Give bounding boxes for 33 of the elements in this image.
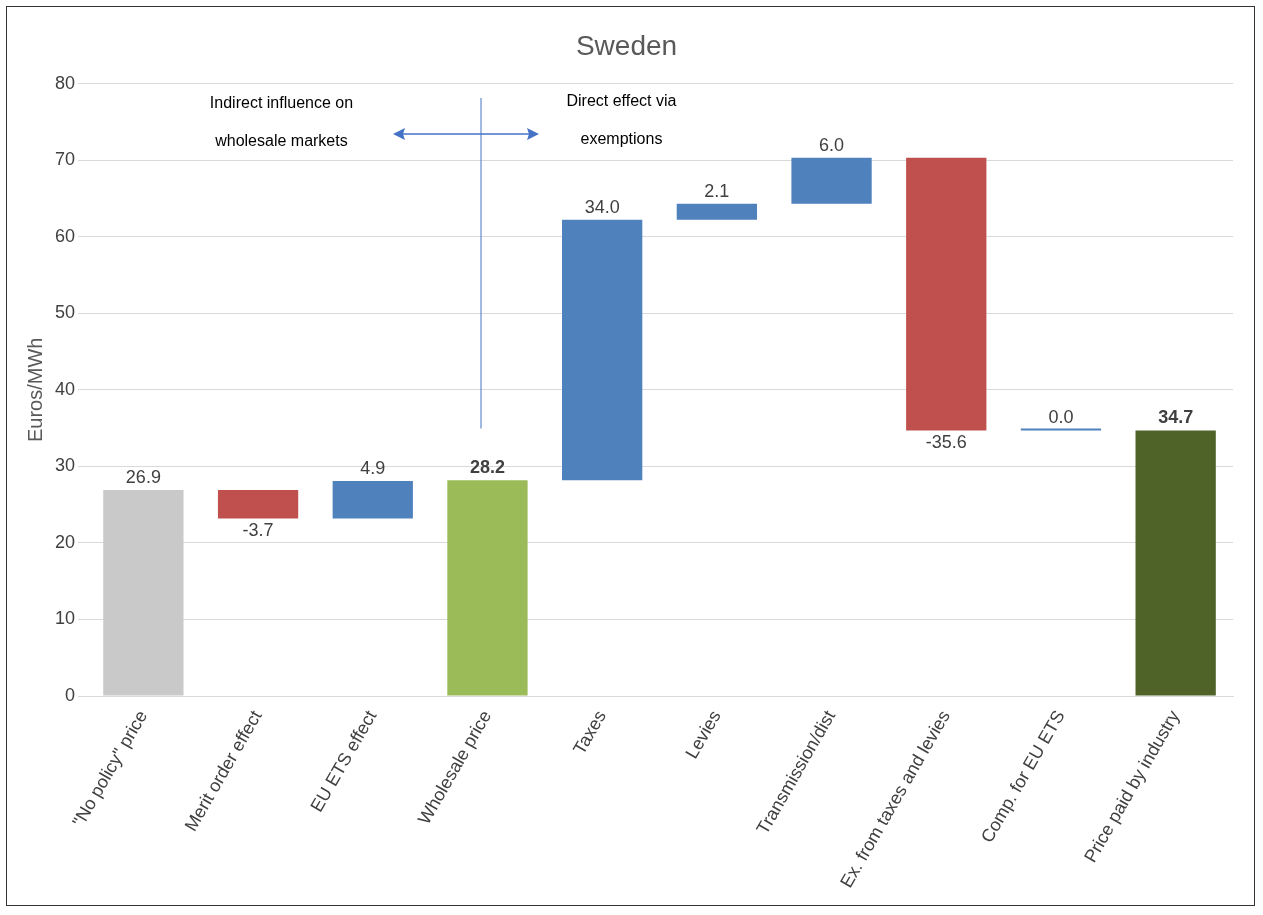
data-label: -3.7 bbox=[242, 520, 274, 541]
y-tick-label: 60 bbox=[54, 225, 76, 246]
data-label: 34.7 bbox=[1158, 407, 1194, 428]
y-tick-label: 30 bbox=[54, 455, 76, 476]
y-tick-label: 70 bbox=[54, 149, 76, 170]
y-tick-label: 80 bbox=[54, 72, 76, 93]
bar bbox=[332, 480, 413, 519]
bar bbox=[562, 219, 643, 481]
text: Indirect influence on wholesale markets bbox=[209, 94, 354, 150]
y-tick-label: 0 bbox=[65, 685, 76, 706]
data-label: 34.0 bbox=[584, 196, 620, 217]
bar bbox=[1135, 430, 1216, 696]
y-tick-label: 20 bbox=[54, 531, 76, 552]
data-label: 2.1 bbox=[704, 180, 730, 201]
data-label: 4.9 bbox=[360, 457, 386, 478]
data-label: 6.0 bbox=[819, 134, 845, 155]
bar bbox=[103, 490, 184, 696]
text: Direct effect via exemptions bbox=[566, 92, 677, 148]
y-axis-title: Euros/MWh bbox=[23, 337, 46, 443]
y-tick-label: 50 bbox=[54, 302, 76, 323]
bar bbox=[791, 157, 872, 204]
bar bbox=[676, 203, 757, 220]
data-label: 28.2 bbox=[469, 457, 505, 478]
chart-title: Sweden bbox=[575, 29, 678, 61]
data-label: 26.9 bbox=[125, 467, 161, 488]
data-label: 0.0 bbox=[1048, 407, 1074, 428]
bar bbox=[447, 480, 528, 696]
bar bbox=[1020, 428, 1102, 431]
y-tick-label: 40 bbox=[54, 378, 76, 399]
bar bbox=[906, 157, 987, 431]
bar bbox=[217, 490, 299, 519]
y-tick-label: 10 bbox=[54, 608, 76, 629]
data-label: -35.6 bbox=[925, 432, 967, 453]
